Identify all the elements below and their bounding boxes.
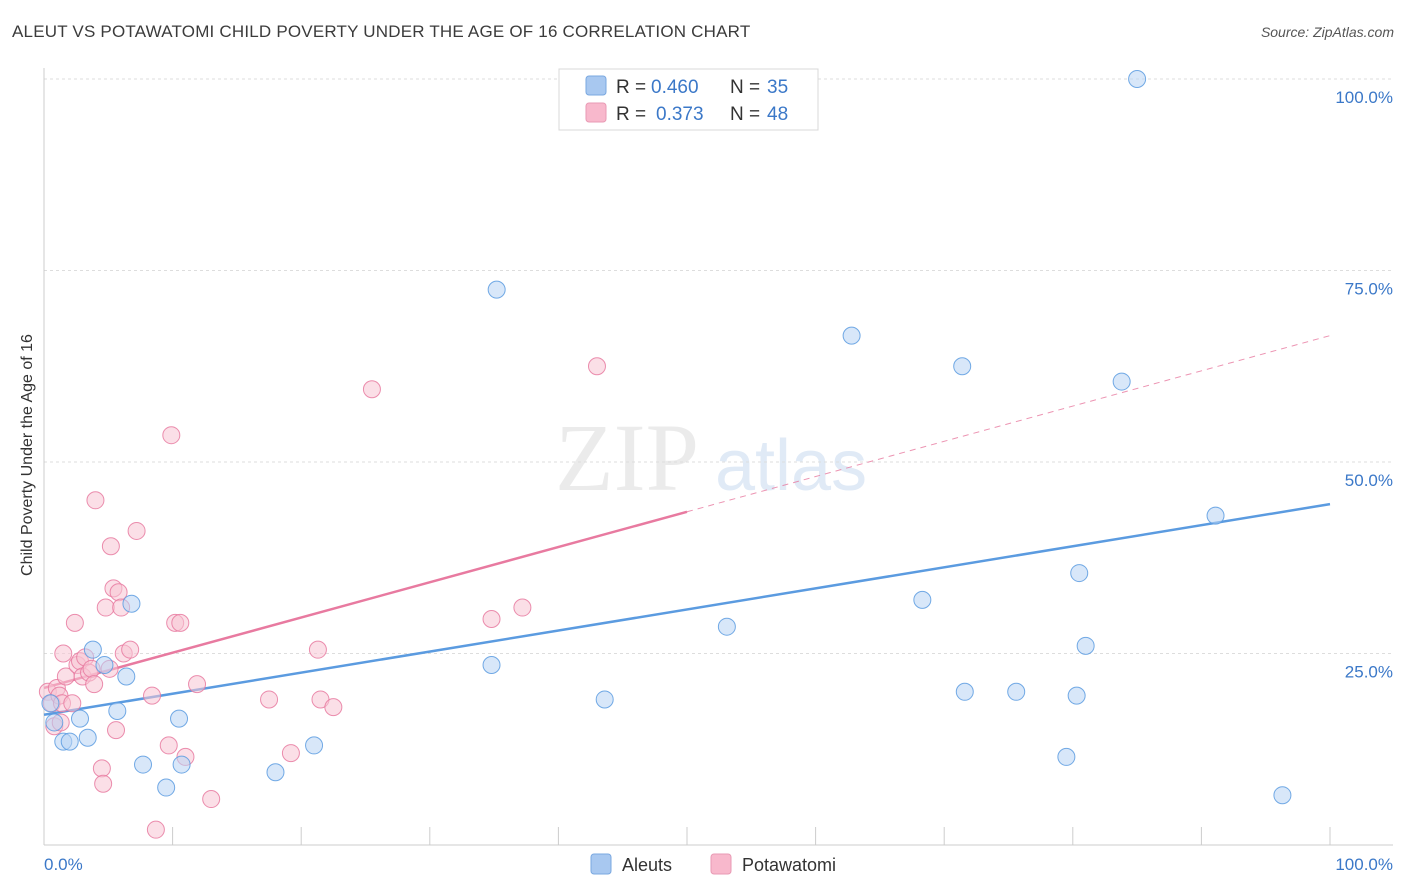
legend-r-value-aleuts: 0.460 bbox=[651, 77, 699, 98]
y-tick-label: 100.0% bbox=[1335, 88, 1393, 107]
point-aleuts bbox=[157, 778, 176, 797]
trend-line-potawatomi-extension bbox=[686, 335, 1331, 513]
point-aleuts bbox=[1070, 564, 1089, 583]
chart-title: ALEUT VS POTAWATOMI CHILD POVERTY UNDER … bbox=[12, 22, 751, 41]
point-potawatomi bbox=[159, 736, 178, 755]
point-aleuts bbox=[134, 755, 153, 774]
point-aleuts bbox=[487, 280, 506, 299]
point-aleuts bbox=[172, 755, 191, 774]
point-aleuts bbox=[108, 701, 127, 720]
point-potawatomi bbox=[146, 820, 165, 839]
point-potawatomi bbox=[127, 521, 146, 540]
point-aleuts bbox=[1007, 682, 1026, 701]
point-potawatomi bbox=[171, 613, 190, 632]
x-tick-label-min: 0.0% bbox=[44, 855, 83, 874]
point-aleuts bbox=[913, 590, 932, 609]
point-aleuts bbox=[83, 640, 102, 659]
data-points bbox=[38, 70, 1292, 839]
point-potawatomi bbox=[107, 721, 126, 740]
legend-n-label-aleuts: N = bbox=[730, 77, 760, 98]
legend-r-label-aleuts: R = bbox=[616, 77, 646, 98]
point-potawatomi bbox=[143, 686, 162, 705]
bottom-legend-label-aleuts: Aleuts bbox=[622, 855, 672, 875]
legend-swatch-potawatomi bbox=[585, 102, 607, 123]
point-potawatomi bbox=[92, 759, 111, 778]
point-aleuts bbox=[1273, 786, 1292, 805]
point-aleuts bbox=[95, 655, 114, 674]
point-aleuts bbox=[482, 655, 501, 674]
watermark-zip: ZIP bbox=[555, 404, 699, 511]
trend-line-potawatomi bbox=[43, 510, 688, 690]
point-potawatomi bbox=[513, 598, 532, 617]
point-potawatomi bbox=[281, 744, 300, 763]
x-tick-label-max: 100.0% bbox=[1335, 855, 1393, 874]
point-aleuts bbox=[122, 594, 141, 613]
point-aleuts bbox=[1067, 686, 1086, 705]
y-tick-label: 25.0% bbox=[1345, 663, 1393, 682]
axes bbox=[43, 68, 1393, 846]
legend-r-label-potawatomi: R = bbox=[616, 104, 646, 125]
point-aleuts bbox=[41, 694, 60, 713]
point-potawatomi bbox=[587, 357, 606, 376]
point-potawatomi bbox=[260, 690, 279, 709]
watermark: ZIP atlas bbox=[555, 404, 867, 511]
point-aleuts bbox=[955, 682, 974, 701]
point-aleuts bbox=[305, 736, 324, 755]
point-potawatomi bbox=[63, 694, 82, 713]
legend-n-value-aleuts: 35 bbox=[767, 77, 788, 98]
point-aleuts bbox=[1206, 506, 1225, 525]
legend-n-value-potawatomi: 48 bbox=[767, 104, 788, 125]
gridlines bbox=[44, 78, 1393, 654]
point-aleuts bbox=[1057, 747, 1076, 766]
bottom-legend: Aleuts Potawatomi bbox=[590, 853, 836, 875]
legend-r-value-potawatomi: 0.373 bbox=[656, 104, 704, 125]
trend-line-aleuts bbox=[43, 502, 1331, 717]
y-tick-label: 50.0% bbox=[1345, 471, 1393, 490]
point-aleuts bbox=[117, 667, 136, 686]
bottom-legend-swatch-aleuts bbox=[590, 853, 612, 875]
legend: R = 0.460 N = 35 R = 0.373 N = 48 bbox=[558, 68, 819, 131]
legend-swatch-aleuts bbox=[585, 75, 607, 96]
point-potawatomi bbox=[85, 675, 104, 694]
point-potawatomi bbox=[482, 610, 501, 629]
y-tick-label: 75.0% bbox=[1345, 280, 1393, 299]
point-aleuts bbox=[1076, 636, 1095, 655]
point-aleuts bbox=[842, 326, 861, 345]
point-potawatomi bbox=[121, 640, 140, 659]
point-aleuts bbox=[71, 709, 90, 728]
point-aleuts bbox=[78, 728, 97, 747]
point-potawatomi bbox=[86, 491, 105, 510]
bottom-legend-swatch-potawatomi bbox=[710, 853, 732, 875]
point-potawatomi bbox=[202, 790, 221, 809]
point-aleuts bbox=[266, 763, 285, 782]
point-potawatomi bbox=[308, 640, 327, 659]
point-potawatomi bbox=[162, 426, 181, 445]
point-potawatomi bbox=[362, 380, 381, 399]
point-aleuts bbox=[1112, 372, 1131, 391]
point-aleuts bbox=[60, 732, 79, 751]
point-aleuts bbox=[953, 357, 972, 376]
point-potawatomi bbox=[324, 698, 343, 717]
point-aleuts bbox=[717, 617, 736, 636]
trend-lines bbox=[43, 335, 1331, 717]
source-label: Source: ZipAtlas.com bbox=[1260, 24, 1394, 40]
point-aleuts bbox=[1128, 70, 1147, 88]
point-aleuts bbox=[595, 690, 614, 709]
point-potawatomi bbox=[96, 598, 115, 617]
legend-n-label-potawatomi: N = bbox=[730, 104, 760, 125]
bottom-legend-label-potawatomi: Potawatomi bbox=[742, 855, 836, 875]
point-potawatomi bbox=[65, 613, 84, 632]
point-aleuts bbox=[45, 713, 64, 732]
point-potawatomi bbox=[188, 675, 207, 694]
watermark-atlas: atlas bbox=[715, 426, 867, 506]
point-potawatomi bbox=[101, 537, 120, 556]
point-potawatomi bbox=[94, 774, 113, 793]
point-aleuts bbox=[170, 709, 189, 728]
point-potawatomi bbox=[54, 644, 73, 663]
